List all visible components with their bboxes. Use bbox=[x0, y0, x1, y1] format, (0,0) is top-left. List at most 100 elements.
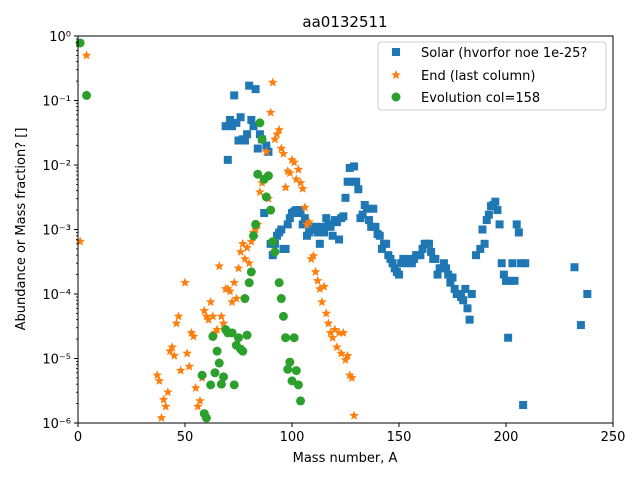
end-point bbox=[203, 314, 214, 324]
evolution-point bbox=[234, 333, 243, 343]
solar-point bbox=[388, 259, 397, 268]
end-point bbox=[325, 327, 336, 337]
end-point bbox=[195, 395, 205, 405]
y-tick-label: 10⁻⁴ bbox=[42, 288, 71, 303]
end-point bbox=[349, 410, 359, 420]
end-point bbox=[315, 283, 325, 293]
solar-point bbox=[339, 212, 348, 221]
y-tick-label: 10⁰ bbox=[49, 30, 71, 45]
x-axis-label: Mass number, A bbox=[293, 451, 398, 466]
end-point bbox=[291, 174, 302, 184]
evolution-point bbox=[263, 171, 273, 181]
evolution-point bbox=[216, 379, 226, 389]
solar-point bbox=[251, 85, 260, 94]
y-tick-label: 10⁻⁵ bbox=[42, 353, 71, 368]
solar-point bbox=[510, 276, 519, 285]
end-point bbox=[199, 305, 210, 315]
end-point bbox=[75, 236, 85, 246]
end-point bbox=[182, 348, 192, 358]
end-point bbox=[317, 297, 327, 307]
end-point bbox=[173, 311, 184, 321]
end-point bbox=[229, 277, 239, 287]
end-point bbox=[250, 224, 261, 234]
solar-point bbox=[497, 259, 506, 268]
end-point bbox=[223, 283, 233, 293]
solar-point bbox=[328, 231, 337, 240]
solar-point bbox=[439, 259, 448, 268]
end-point bbox=[163, 387, 173, 397]
end-point bbox=[156, 412, 167, 422]
x-tick-label: 150 bbox=[387, 430, 412, 445]
solar-point bbox=[332, 218, 341, 227]
evolution-point bbox=[289, 333, 299, 343]
solar-point bbox=[225, 115, 234, 124]
end-point bbox=[327, 332, 338, 342]
solar-point bbox=[407, 259, 416, 268]
legend-label-evolution: Evolution col=158 bbox=[421, 91, 540, 106]
solar-point bbox=[570, 263, 579, 272]
solar-point bbox=[300, 214, 309, 223]
end-point bbox=[208, 311, 218, 321]
solar-point bbox=[296, 206, 305, 215]
evolution-point bbox=[229, 380, 239, 390]
evolution-point bbox=[82, 90, 92, 100]
evolution-point bbox=[266, 205, 276, 215]
solar-point bbox=[463, 304, 472, 313]
evolution-point bbox=[201, 413, 211, 423]
solar-point bbox=[502, 276, 510, 285]
solar-point bbox=[326, 222, 335, 231]
solar-point bbox=[369, 204, 378, 213]
evolution-point bbox=[296, 396, 306, 406]
solar-point bbox=[450, 284, 459, 293]
solar-point bbox=[350, 162, 359, 171]
solar-point bbox=[298, 220, 307, 229]
solar-point bbox=[467, 290, 476, 298]
end-point bbox=[336, 348, 346, 358]
end-point bbox=[188, 331, 199, 341]
solar-point bbox=[255, 130, 264, 139]
end-point bbox=[190, 382, 201, 392]
end-point bbox=[308, 250, 319, 260]
end-point bbox=[347, 372, 357, 382]
solar-point bbox=[514, 228, 523, 237]
end-point bbox=[265, 107, 276, 117]
end-point bbox=[246, 236, 257, 246]
solar-point bbox=[253, 144, 262, 153]
solar-point bbox=[405, 254, 414, 263]
solar-point bbox=[347, 177, 356, 186]
solar-point bbox=[427, 247, 436, 256]
solar-point bbox=[516, 259, 525, 268]
solar-point bbox=[245, 81, 254, 90]
solar-point bbox=[465, 315, 474, 324]
end-point bbox=[295, 177, 306, 187]
solar-point bbox=[247, 115, 256, 124]
series-evolution bbox=[75, 38, 306, 423]
solar-point bbox=[459, 296, 468, 305]
end-point bbox=[201, 311, 212, 321]
solar-point bbox=[234, 136, 243, 145]
solar-point bbox=[484, 210, 493, 219]
end-point bbox=[270, 134, 280, 144]
solar-point bbox=[386, 254, 395, 263]
solar-point bbox=[236, 113, 245, 122]
solar-point bbox=[320, 228, 329, 237]
evolution-point bbox=[255, 118, 265, 128]
end-point bbox=[242, 242, 252, 252]
end-point bbox=[193, 401, 203, 411]
y-tick-label: 10⁻³ bbox=[42, 224, 71, 239]
end-point bbox=[319, 281, 329, 291]
solar-point bbox=[499, 270, 508, 279]
solar-point bbox=[358, 210, 367, 219]
x-tick-label: 250 bbox=[601, 430, 626, 445]
solar-point bbox=[345, 163, 354, 172]
legend-marker-evolution bbox=[391, 92, 401, 102]
solar-point bbox=[341, 193, 350, 202]
end-point bbox=[167, 342, 177, 352]
end-point bbox=[345, 370, 355, 380]
solar-point bbox=[352, 177, 361, 186]
end-point bbox=[332, 342, 342, 352]
solar-point bbox=[305, 228, 314, 237]
solar-point bbox=[519, 401, 528, 410]
end-point bbox=[231, 293, 242, 303]
solar-point bbox=[221, 122, 230, 131]
